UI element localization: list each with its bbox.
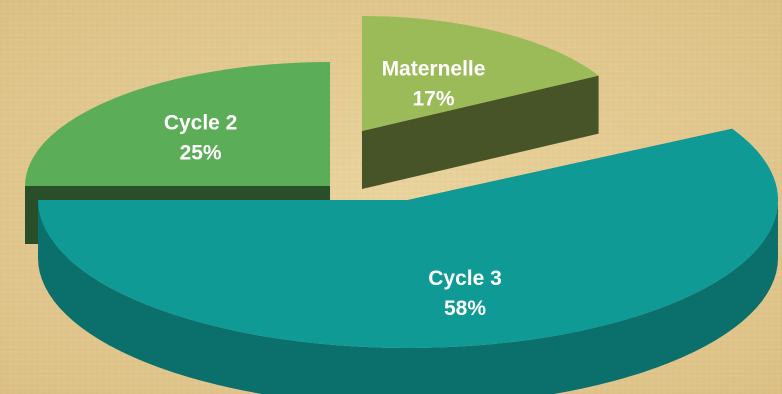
- slice-value-label: 17%: [412, 88, 454, 111]
- slice-labels: Maternelle 17% Cycle 2 25% Cycle 3 58%: [164, 58, 502, 320]
- slice-value-label: 25%: [180, 141, 222, 164]
- pie-slice-top: [362, 16, 599, 131]
- slice-label-cycle-2: Cycle 2 25%: [164, 111, 238, 164]
- pie-slices: [25, 16, 778, 394]
- pie-slice-wall: [362, 75, 599, 189]
- pie-slice-top: [38, 128, 778, 349]
- slice-category-label: Cycle 2: [164, 111, 238, 134]
- slice-label-cycle-3: Cycle 3 58%: [428, 267, 502, 320]
- slice-category-label: Maternelle: [382, 58, 486, 81]
- pie-slice-side: [38, 200, 778, 394]
- slice-label-maternelle: Maternelle 17%: [382, 58, 486, 111]
- pie-slice-top: [25, 62, 330, 186]
- slice-category-label: Cycle 3: [428, 267, 502, 290]
- slice-value-label: 58%: [444, 297, 486, 320]
- pie-slice-cycle-3: [38, 128, 778, 394]
- pie-slice-maternelle: [362, 16, 599, 189]
